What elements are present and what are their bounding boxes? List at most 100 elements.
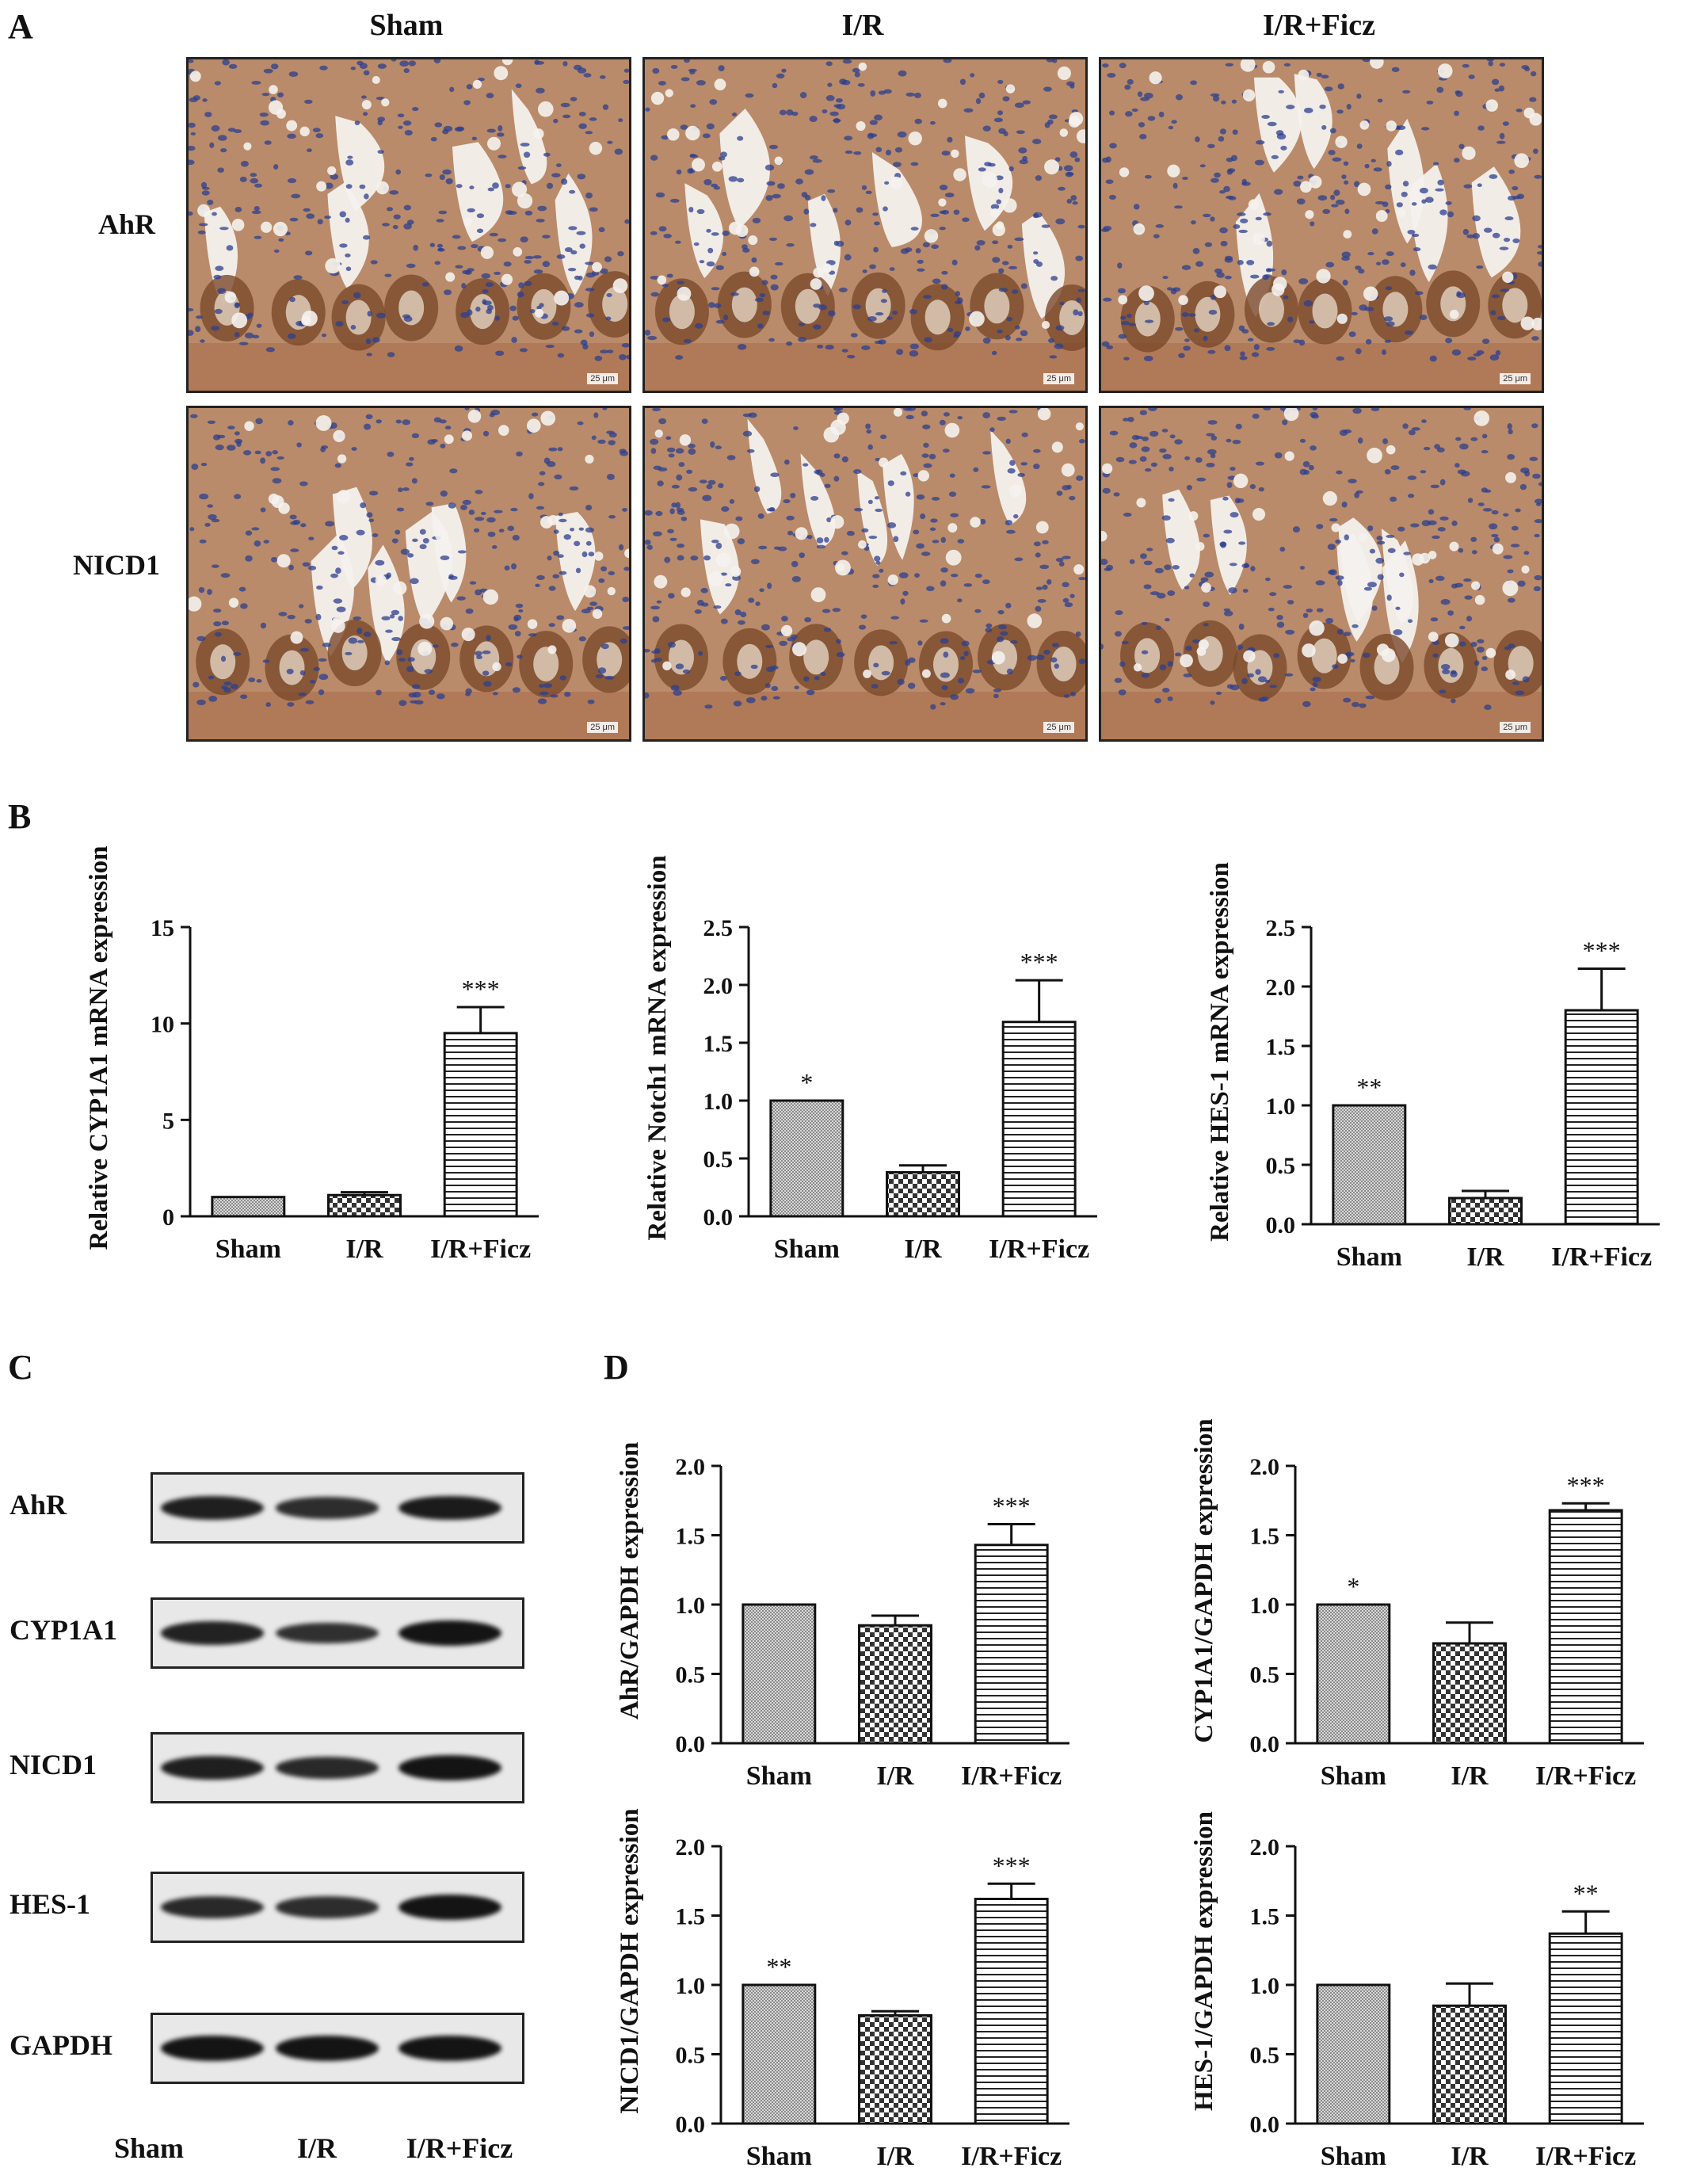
bar-i-r [1432, 2004, 1507, 2125]
y-tick-label: 1.0 [1250, 1593, 1280, 1619]
panel-label-a: A [8, 7, 33, 46]
y-tick-label: 1.0 [703, 1089, 734, 1115]
bar-i-r-ficz [1548, 1932, 1623, 2125]
x-tick-label: I/R+Ficz [1535, 1761, 1636, 1791]
scale-bar-label: 25 μm [1500, 373, 1531, 384]
y-tick-label: 0.0 [1250, 2112, 1280, 2138]
band-i-r [276, 1622, 379, 1644]
histology-column-ir: I/R [841, 9, 884, 42]
band-i-r [276, 1497, 379, 1519]
x-tick-label: I/R [876, 1761, 914, 1791]
bar-chart-1: 0 5 10 15 Relative CYP1A1 mRNA expression Sha… [24, 808, 562, 1315]
bar-sham [742, 1983, 817, 2125]
band-sham [161, 1756, 264, 1780]
bar-sham [1316, 1983, 1391, 2125]
y-tick-label: 2.0 [676, 1454, 706, 1480]
x-tick-label: I/R+Ficz [989, 1235, 1089, 1264]
y-tick-label: 2.0 [1266, 975, 1296, 1001]
x-tick-label: Sham [746, 1761, 812, 1791]
y-tick-label: 0.5 [1266, 1153, 1296, 1179]
y-tick-label: 5 [162, 1108, 174, 1134]
band-i-r-ficz [398, 1495, 501, 1521]
y-tick-label: 0 [162, 1204, 174, 1231]
y-tick-label: 15 [151, 915, 174, 941]
blot-label-gapdh: GAPDH [10, 2029, 112, 2061]
significance-label: *** [1583, 937, 1621, 965]
x-tick-label: I/R [1451, 2142, 1489, 2171]
band-sham [161, 1621, 264, 1645]
band-i-r-ficz [398, 1620, 501, 1646]
y-tick-label: 0.0 [676, 1731, 706, 1757]
y-tick-label: 2.0 [676, 1834, 706, 1861]
blot-lane-label: I/R+Ficz [406, 2132, 513, 2164]
micrograph-nicd1-i-r: 25 μm [642, 406, 1088, 742]
y-tick-label: 10 [151, 1012, 174, 1038]
scale-bar-label: 25 μm [1500, 722, 1531, 733]
micrograph-nicd1-i-r-ficz: 25 μm [1099, 406, 1544, 742]
band-sham [161, 1896, 264, 1918]
histology-column-ir-ficz: I/R+Ficz [1263, 9, 1375, 42]
y-axis-label: NICD1/GAPDH expression [616, 1808, 644, 2113]
blot-lane-label: Sham [113, 2132, 185, 2164]
blot-label-ahr: AhR [10, 1489, 67, 1521]
bar-i-r [1448, 1196, 1523, 1226]
histology-column-sham: Sham [369, 9, 444, 42]
y-tick-label: 1.5 [676, 1904, 706, 1930]
significance-label: ** [1356, 1073, 1382, 1101]
y-axis-label: AhR/GAPDH expression [616, 1442, 644, 1720]
scale-bar-label: 25 μm [1043, 722, 1074, 733]
blot-strip-cyp1a1 [151, 1597, 524, 1669]
bar-i-r-ficz [974, 1898, 1049, 2125]
y-axis-label: CYP1A1/GAPDH expression [1190, 1418, 1218, 1742]
bar-i-r-ficz [1001, 1021, 1077, 1218]
bar-i-r [327, 1193, 402, 1218]
x-tick-label: Sham [1336, 1242, 1402, 1272]
x-tick-label: I/R [1466, 1242, 1504, 1272]
panel-label-d: D [604, 1348, 629, 1387]
y-tick-label: 2.0 [703, 973, 734, 999]
significance-label: *** [993, 1492, 1031, 1521]
y-tick-label: 0.0 [703, 1204, 734, 1231]
bar-sham [1316, 1603, 1391, 1745]
scale-bar-label: 25 μm [1043, 373, 1074, 384]
bar-i-r-ficz [974, 1544, 1049, 1745]
bar-i-r-ficz [1564, 1009, 1639, 1226]
x-tick-label: I/R+Ficz [430, 1235, 531, 1264]
band-i-r [276, 1757, 379, 1779]
panel-label-b: B [8, 797, 32, 836]
significance-label: *** [1567, 1471, 1605, 1499]
scale-bar-label: 25 μm [587, 373, 618, 384]
x-tick-label: Sham [746, 2142, 812, 2171]
x-tick-label: I/R [345, 1235, 383, 1264]
y-tick-label: 2.0 [1250, 1834, 1280, 1861]
y-tick-label: 0.5 [676, 2043, 706, 2069]
x-tick-label: I/R+Ficz [961, 2142, 1062, 2171]
panel-label-c: C [8, 1348, 33, 1387]
x-tick-label: Sham [1321, 2142, 1386, 2171]
significance-label: *** [462, 975, 500, 1003]
micrograph-nicd1-sham: 25 μm [186, 406, 631, 742]
x-tick-label: Sham [1321, 1761, 1386, 1791]
band-i-r-ficz [398, 1895, 501, 1920]
y-tick-label: 1.0 [1250, 1973, 1280, 1999]
y-tick-label: 1.5 [1250, 1524, 1280, 1550]
band-i-r-ficz [398, 1755, 501, 1780]
x-tick-label: I/R+Ficz [1535, 2142, 1636, 2171]
blot-label-nicd1: NICD1 [10, 1749, 97, 1780]
y-tick-label: 1.5 [703, 1031, 734, 1057]
y-tick-label: 0.5 [1250, 2043, 1280, 2069]
y-axis-label: HES-1/GAPDH expression [1190, 1811, 1218, 2111]
x-tick-label: Sham [774, 1235, 840, 1264]
blot-strip-ahr [151, 1472, 524, 1544]
bar-sham [1332, 1104, 1407, 1226]
y-axis-label: Relative Notch1 mRNA expression [643, 855, 672, 1240]
band-sham [161, 2036, 264, 2061]
y-tick-label: 1.0 [676, 1593, 706, 1619]
bar-sham [742, 1603, 817, 1745]
y-axis-label: Relative HES-1 mRNA expression [1206, 862, 1234, 1242]
bar-i-r [1432, 1642, 1507, 1745]
y-tick-label: 0.5 [703, 1147, 734, 1173]
bar-chart-2: 0.0 0.5 1.0 1.5 2.0 2.5 Relative Notch1 mRNA e… [594, 808, 1133, 1315]
x-tick-label: I/R [876, 2142, 914, 2171]
y-tick-label: 1.5 [1250, 1904, 1280, 1930]
